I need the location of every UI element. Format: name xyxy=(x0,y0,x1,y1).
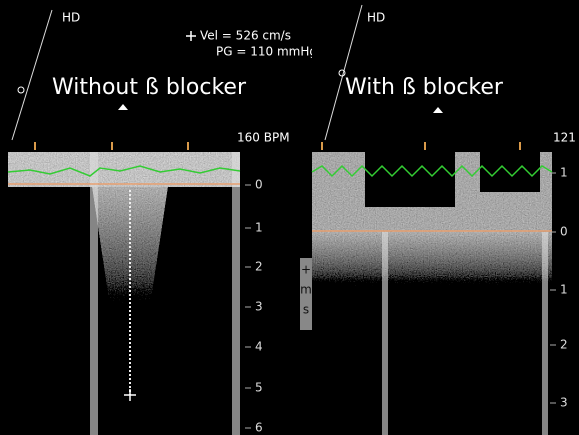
heart-rate: 121 xyxy=(553,131,576,145)
streak xyxy=(90,152,98,435)
streak xyxy=(382,232,388,435)
probe-label: HD xyxy=(62,11,80,25)
sector-image xyxy=(312,0,368,140)
scale-label: 5 xyxy=(255,381,263,395)
streak xyxy=(232,152,240,435)
scale-label: 2 xyxy=(255,260,263,274)
scale-label: 3 xyxy=(560,396,568,410)
panel-title: With ß blocker xyxy=(345,75,504,100)
heart-rate: 160 BPM xyxy=(237,131,290,145)
unit-char: s xyxy=(303,303,309,317)
panel-title: Without ß blocker xyxy=(52,75,247,100)
unit-char: m xyxy=(300,283,312,297)
scale-label: 3 xyxy=(255,300,263,314)
scale-label: 0 xyxy=(255,178,263,192)
scale-label: 1 xyxy=(255,221,263,235)
scale-label: 1 xyxy=(560,166,568,180)
velocity-readout: Vel = 526 cm/s xyxy=(200,29,291,43)
flow-block xyxy=(365,152,455,207)
sector-image xyxy=(8,0,62,140)
streak xyxy=(542,232,548,435)
scale-label: 4 xyxy=(255,340,263,354)
ultrasound-screenshot: HD Vel = 526 cm/s PG = 110 mmHg Without … xyxy=(0,0,579,435)
probe-label: HD xyxy=(367,11,385,25)
gradient-readout: PG = 110 mmHg xyxy=(216,45,317,59)
scale-label: 1 xyxy=(560,283,568,297)
scale-label: 6 xyxy=(255,421,263,435)
unit-char: + xyxy=(301,263,311,277)
scale-label: 0 xyxy=(560,225,568,239)
scale-label: 2 xyxy=(560,338,568,352)
